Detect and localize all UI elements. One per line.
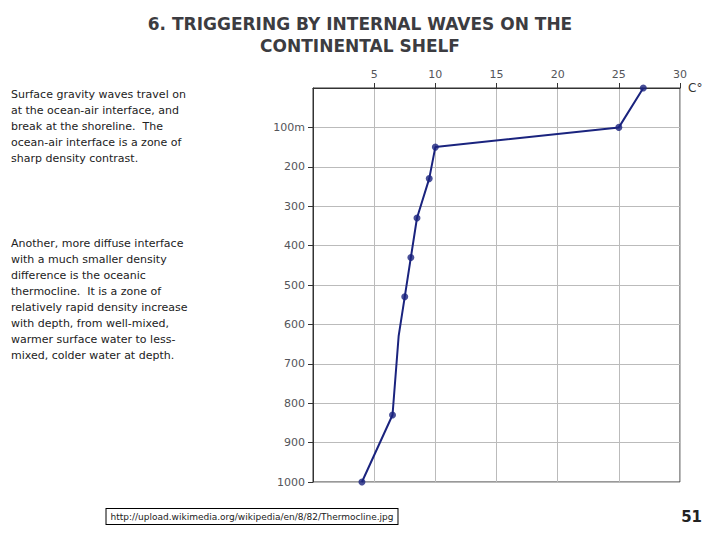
svg-text:CONTINENTAL SHELF: CONTINENTAL SHELF — [260, 36, 460, 56]
svg-text:400: 400 — [284, 239, 305, 252]
svg-text:relatively rapid density incre: relatively rapid density increase — [11, 301, 188, 314]
svg-text:500: 500 — [284, 279, 305, 292]
svg-text:sharp density contrast.: sharp density contrast. — [11, 152, 138, 165]
svg-text:25: 25 — [612, 68, 626, 81]
svg-text:30: 30 — [673, 68, 687, 81]
svg-text:difference is the oceanic: difference is the oceanic — [11, 269, 146, 282]
svg-text:900: 900 — [284, 436, 305, 449]
svg-text:6. TRIGGERING BY INTERNAL WAVE: 6. TRIGGERING BY INTERNAL WAVES ON THE — [148, 14, 572, 34]
svg-text:thermocline. It is a zone of: thermocline. It is a zone of — [11, 285, 162, 298]
svg-text:warmer surface water to less-: warmer surface water to less- — [11, 333, 175, 346]
svg-text:100m: 100m — [273, 121, 305, 134]
svg-text:at the ocean-air interface, an: at the ocean-air interface, and — [11, 104, 179, 117]
svg-text:with a much smaller density: with a much smaller density — [11, 253, 167, 266]
svg-text:Another, more diffuse interfac: Another, more diffuse interface — [11, 237, 184, 250]
svg-text:15: 15 — [490, 68, 504, 81]
svg-text:600: 600 — [284, 318, 305, 331]
svg-text:ocean-air interface is a zone: ocean-air interface is a zone of — [11, 136, 183, 149]
svg-text:1000: 1000 — [277, 476, 305, 489]
svg-text:with depth, from well-mixed,: with depth, from well-mixed, — [11, 317, 169, 330]
svg-text:C°: C° — [688, 81, 702, 95]
svg-text:200: 200 — [284, 160, 305, 173]
svg-text:10: 10 — [428, 68, 442, 81]
svg-text:5: 5 — [371, 68, 378, 81]
svg-text:700: 700 — [284, 357, 305, 370]
svg-text:20: 20 — [551, 68, 565, 81]
svg-text:800: 800 — [284, 397, 305, 410]
svg-text:300: 300 — [284, 200, 305, 213]
svg-text:http://upload.wikimedia.org/wi: http://upload.wikimedia.org/wikipedia/en… — [111, 512, 394, 522]
svg-text:mixed, colder water at depth.: mixed, colder water at depth. — [11, 349, 174, 362]
svg-text:51: 51 — [681, 508, 702, 526]
svg-text:break at the shoreline. The: break at the shoreline. The — [11, 120, 163, 133]
svg-text:Surface gravity waves travel o: Surface gravity waves travel on — [11, 88, 186, 101]
